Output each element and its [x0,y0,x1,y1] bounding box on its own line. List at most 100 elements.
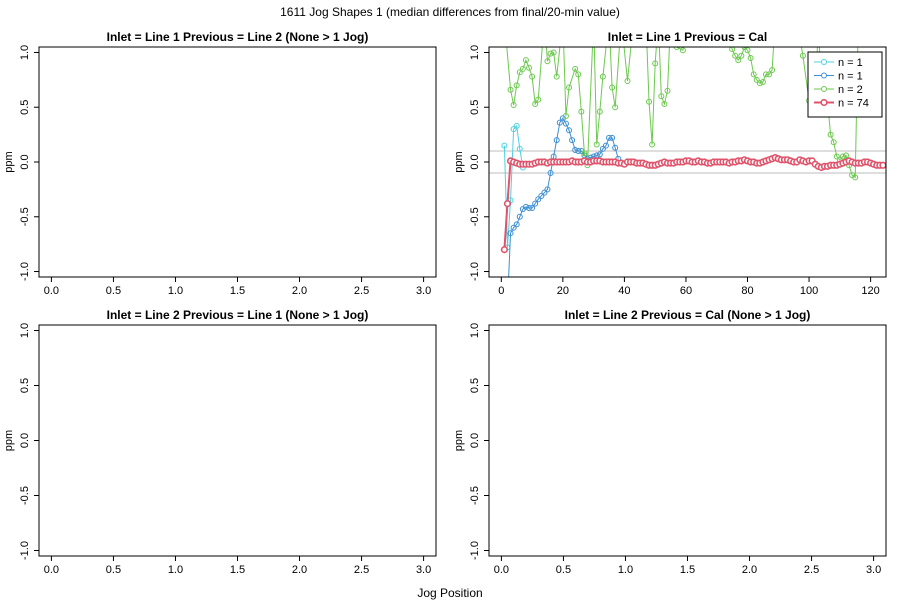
x-tick-label: 2.5 [804,564,819,576]
y-axis-label: ppm [453,151,465,172]
data-point [693,17,698,22]
x-tick-label: 0.5 [106,564,121,576]
legend-marker [820,98,828,107]
data-point [541,189,548,196]
data-point [513,82,520,89]
data-point [562,120,569,127]
data-point [526,205,533,211]
legend-label: n = 1 [838,57,863,69]
y-tick-label: 1.0 [19,323,31,338]
data-point [516,145,523,152]
data-point [553,73,560,80]
data-point [513,122,520,129]
data-point [529,205,536,211]
legend: n = 1n = 1n = 2n = 74 [807,51,883,118]
data-point [646,98,653,105]
data-point [750,71,757,78]
data-point [656,17,661,22]
data-point [782,17,787,22]
data-point [624,77,631,84]
data-point [532,100,539,107]
data-point [503,200,512,208]
x-tick-label: 0.0 [494,564,509,576]
data-point [658,93,665,100]
x-tick-label: 0.0 [44,564,59,576]
panel-4: Inlet = Line 2 Previous = Cal (None > 1 … [453,308,887,576]
data-point [505,302,510,307]
data-point [830,139,837,146]
data-point [788,17,793,22]
data-point [575,71,582,78]
x-tick-label: 1.0 [168,564,183,576]
data-point [575,148,582,155]
y-axis-label: ppm [3,151,15,172]
data-point [753,76,760,83]
plot-frame [488,324,887,557]
y-tick-label: 1.0 [469,323,481,338]
y-tick-label: -0.5 [19,207,31,226]
data-point [500,246,508,254]
data-point [833,153,840,160]
data-point [572,146,579,153]
data-point [529,73,536,80]
data-point [532,200,539,207]
data-point [581,150,588,157]
data-point [744,47,751,54]
x-tick-label: 80 [741,285,753,297]
data-point [687,17,692,22]
data-point [664,87,671,94]
x-tick-label: 20 [557,285,569,297]
y-tick-label: 0.5 [19,378,31,393]
data-point [852,174,859,181]
x-tick-label: 2.5 [354,285,369,297]
y-tick-label: 0.0 [469,154,481,169]
y-tick-label: 0.0 [469,433,481,448]
x-tick-label: 1.5 [230,564,245,576]
plot-frame [38,46,437,278]
data-point [842,152,849,159]
data-point [510,224,517,231]
data-point [859,17,864,22]
x-tick-label: 0 [498,285,504,297]
x-tick-label: 0.0 [44,285,59,297]
data-point [652,60,659,67]
data-point [569,137,576,144]
data-point [839,153,846,160]
data-point [547,169,554,176]
data-point [769,67,776,73]
data-point [643,17,648,22]
legend-marker [821,72,827,79]
data-point [544,58,551,65]
data-point [773,17,778,22]
data-point [738,52,745,59]
data-point [516,69,523,76]
x-tick-label: 40 [618,285,630,297]
data-point [612,104,619,111]
series-line [508,117,619,277]
data-point [553,137,560,144]
x-tick-label: 0.5 [556,564,571,576]
data-point [566,84,573,91]
data-point [522,203,529,210]
data-point [794,17,799,22]
x-tick-label: 2.5 [354,564,369,576]
data-point [599,145,606,152]
data-point [759,79,766,86]
series-4 [500,154,886,254]
x-tick-label: 100 [800,285,818,297]
y-tick-label: 0.5 [469,100,481,115]
x-tick-label: 1.5 [230,285,245,297]
data-point [519,65,526,72]
data-point [756,80,763,87]
data-point [507,230,514,237]
data-point [516,213,523,220]
data-point [538,192,545,199]
data-point [661,100,668,107]
data-point [816,17,821,22]
data-point [535,196,542,203]
y-tick-label: -1.0 [19,541,31,560]
data-point [513,221,520,228]
data-point [776,17,781,22]
legend-label: n = 74 [838,98,869,110]
